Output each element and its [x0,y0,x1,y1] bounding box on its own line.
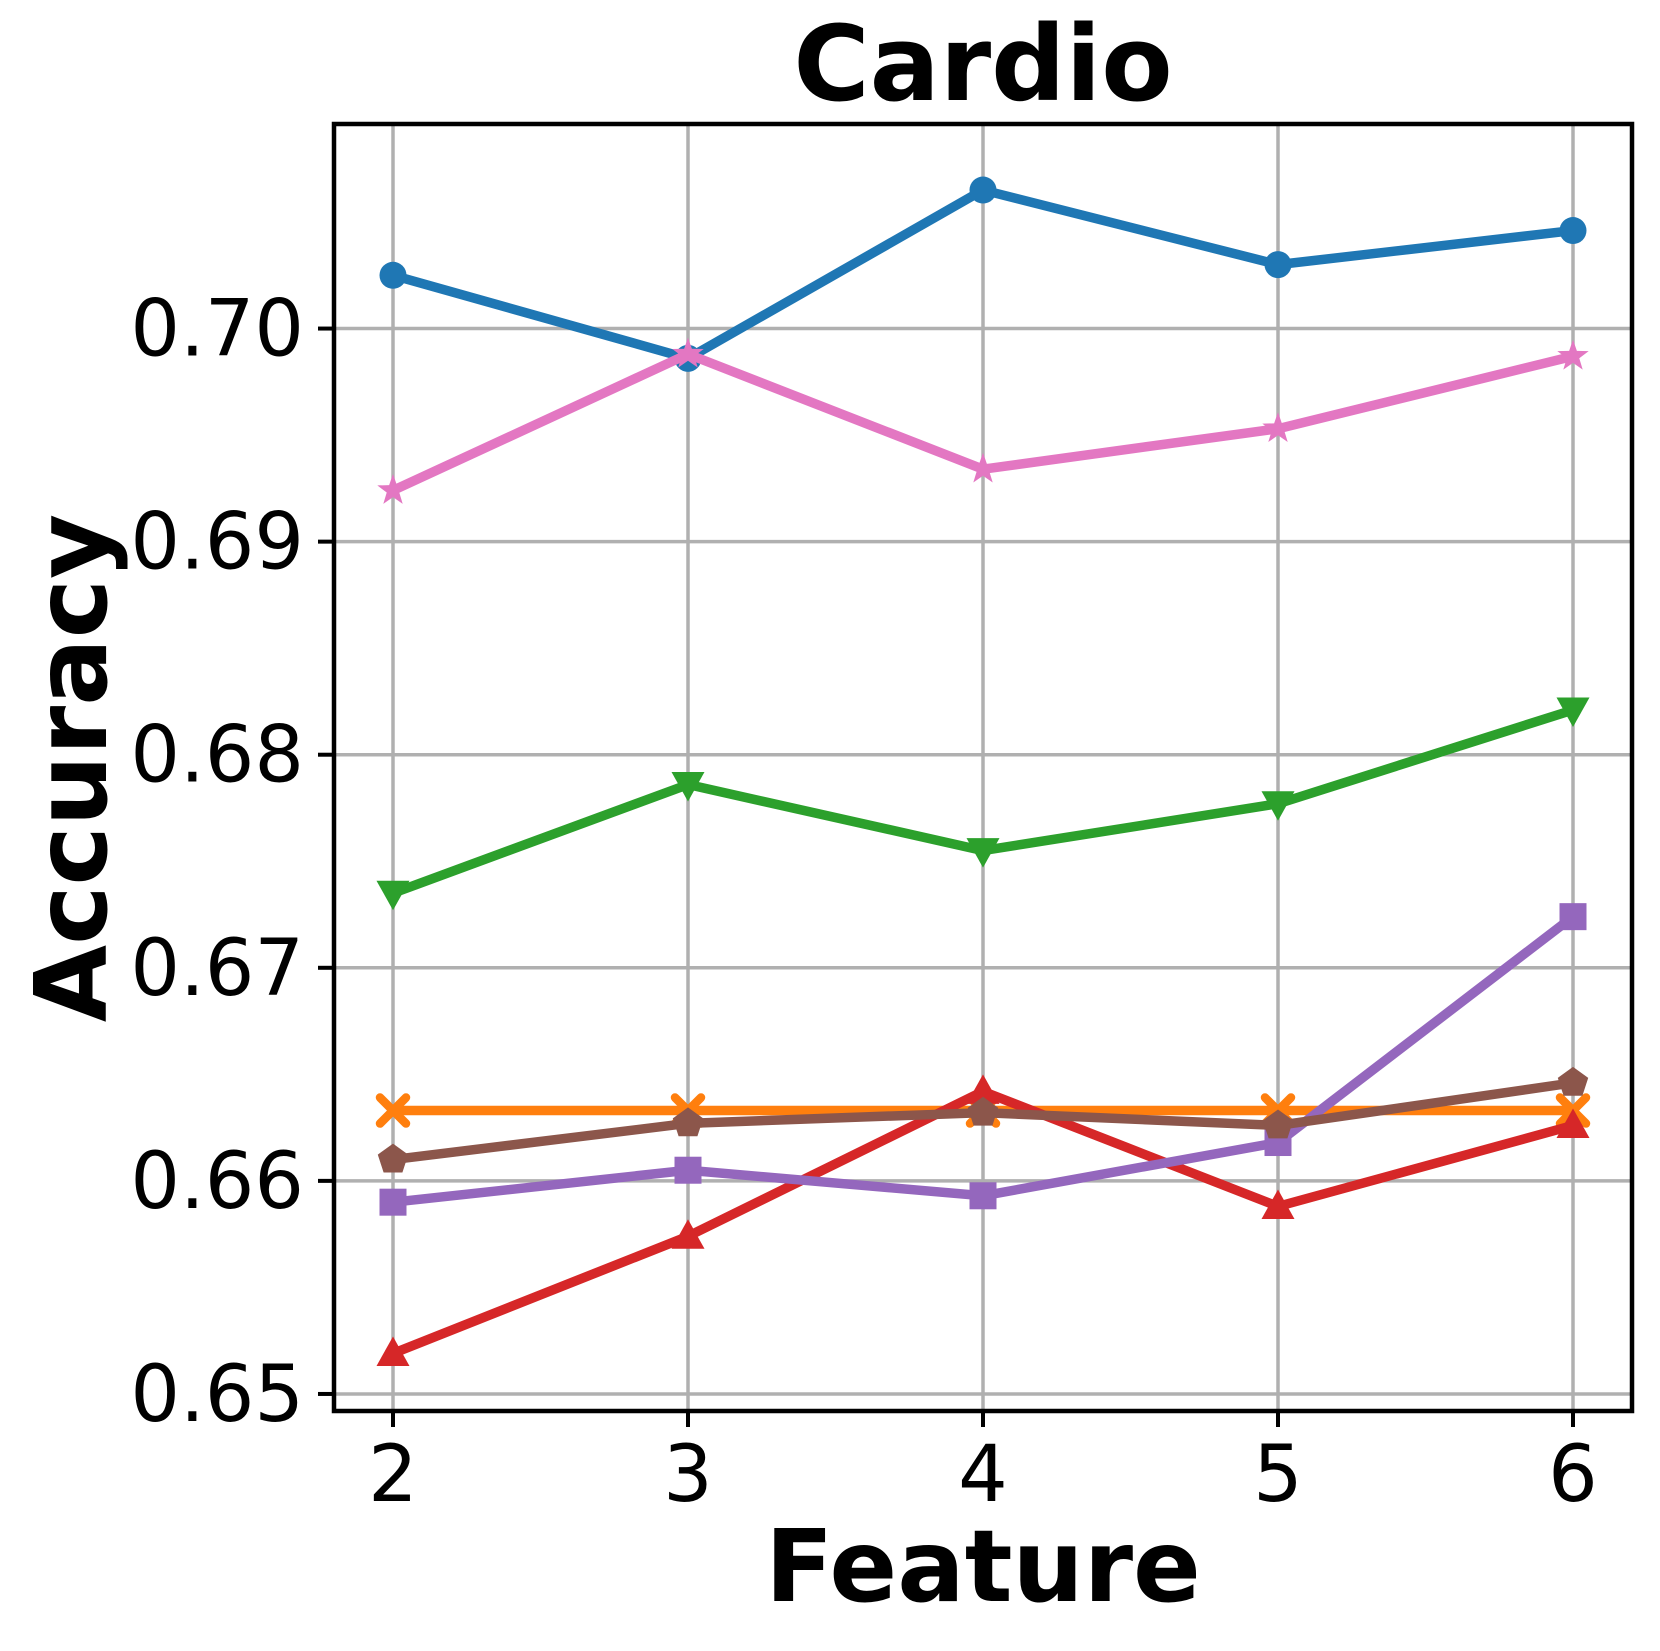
marker-pentagon [1262,1109,1294,1139]
y-tick-label: 0.67 [130,924,304,1014]
marker-triangle-down [671,772,705,802]
marker-star [967,452,999,483]
marker-pentagon [967,1096,999,1126]
y-tick-label: 0.65 [130,1350,304,1440]
y-tick-label: 0.66 [130,1137,304,1227]
y-tick-label: 0.70 [130,285,304,375]
marker-pentagon [377,1143,409,1173]
marker-triangle-up [966,1074,1000,1104]
marker-square [1559,903,1587,931]
x-tick-label: 5 [1253,1430,1303,1520]
marker-triangle-up [671,1219,705,1249]
marker-square [674,1156,702,1184]
chart-title: Cardio [793,3,1173,125]
x-tick-label: 4 [958,1430,1008,1520]
marker-star [672,337,704,368]
x-tick-label: 3 [663,1430,713,1520]
marker-x [375,1093,411,1128]
y-tick-label: 0.68 [130,711,304,801]
marker-triangle-down [1261,791,1295,821]
marker-star [377,473,409,504]
marker-square [379,1188,407,1216]
marker-square [969,1182,997,1210]
x-tick-label: 6 [1548,1430,1598,1520]
marker-circle [1559,217,1587,245]
marker-circle [1264,251,1292,279]
marker-triangle-up [376,1336,410,1366]
y-tick-label: 0.69 [130,498,304,588]
marker-triangle-up [1556,1108,1590,1138]
x-axis-label: Feature [765,1508,1201,1625]
marker-star [1262,412,1294,443]
marker-triangle-up [1261,1189,1295,1219]
marker-star [1557,339,1589,370]
marker-pentagon [672,1107,704,1137]
marker-circle [969,176,997,204]
marker-pentagon [1557,1066,1589,1096]
marker-circle [379,261,407,289]
x-tick-label: 2 [368,1430,418,1520]
marker-triangle-down [966,838,1000,868]
marker-triangle-down [376,880,410,911]
marker-triangle-down [1556,697,1590,727]
